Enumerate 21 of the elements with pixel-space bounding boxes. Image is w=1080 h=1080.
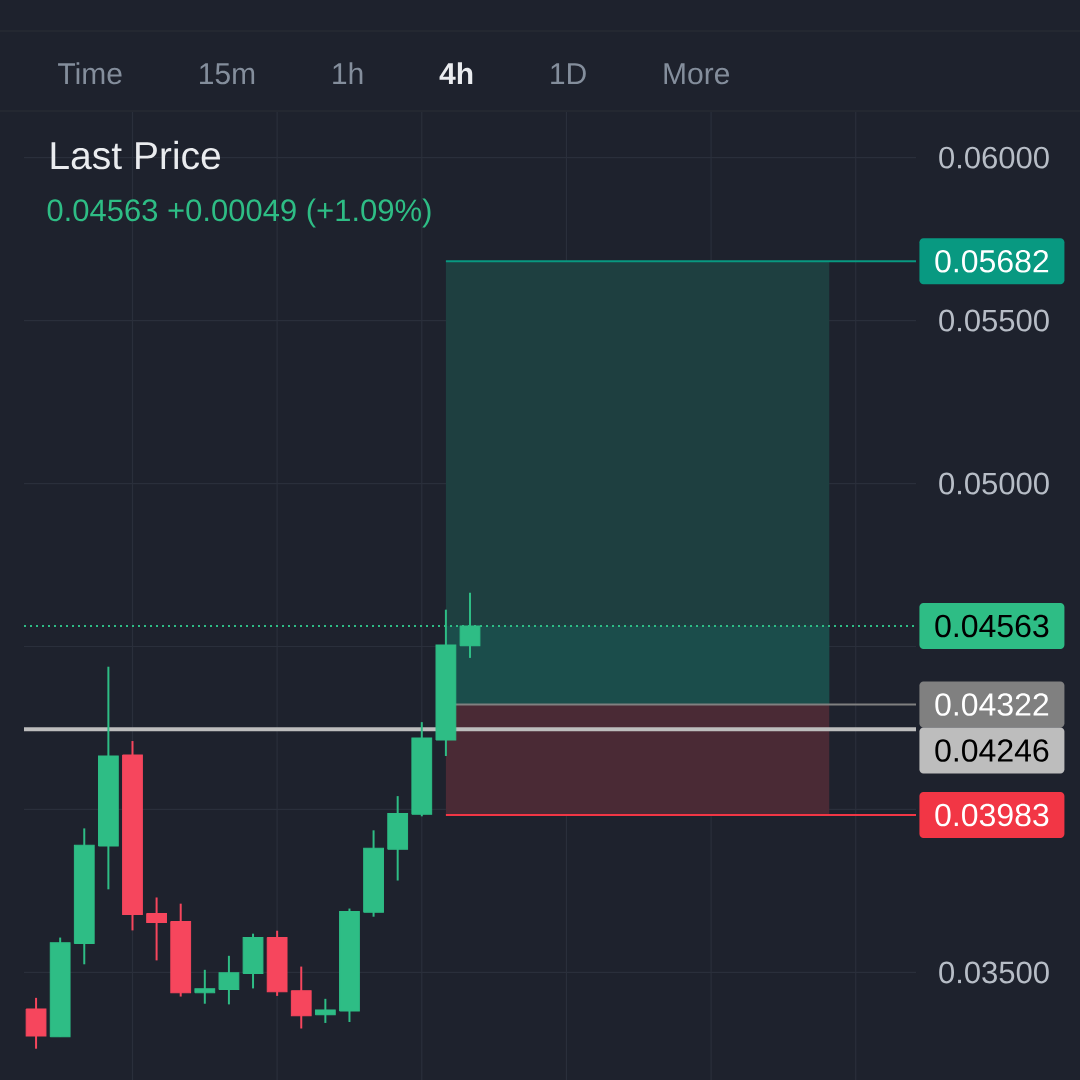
text: More <box>664 63 730 85</box>
y-tick-label: 0.06000 <box>939 146 1049 169</box>
text: 1h <box>333 62 363 84</box>
candlestick <box>314 997 336 1024</box>
ref-line-label: 0.04246 <box>935 739 1049 762</box>
text: 1D <box>551 63 586 84</box>
ref-line-label: 0.05682 <box>935 249 1049 273</box>
candlestick <box>146 896 167 962</box>
candlestick <box>194 968 216 1005</box>
text: Time <box>58 62 122 85</box>
text: 15m <box>200 63 255 85</box>
y-tick-label: 0.05500 <box>939 309 1049 332</box>
candlestick <box>218 954 240 1006</box>
ref-line-label: 0.04322 <box>935 693 1049 716</box>
text: 4h <box>439 62 473 84</box>
y-tick-label: 0.05000 <box>939 472 1049 495</box>
y-tick-label: 0.03500 <box>939 961 1049 984</box>
ref-line-label: 0.03983 <box>935 803 1049 827</box>
ref-line-label: 0.04563 <box>935 614 1049 638</box>
text: Last Price <box>51 140 221 170</box>
text: 0.04563 +0.00049 (+1.09%) <box>47 198 431 228</box>
